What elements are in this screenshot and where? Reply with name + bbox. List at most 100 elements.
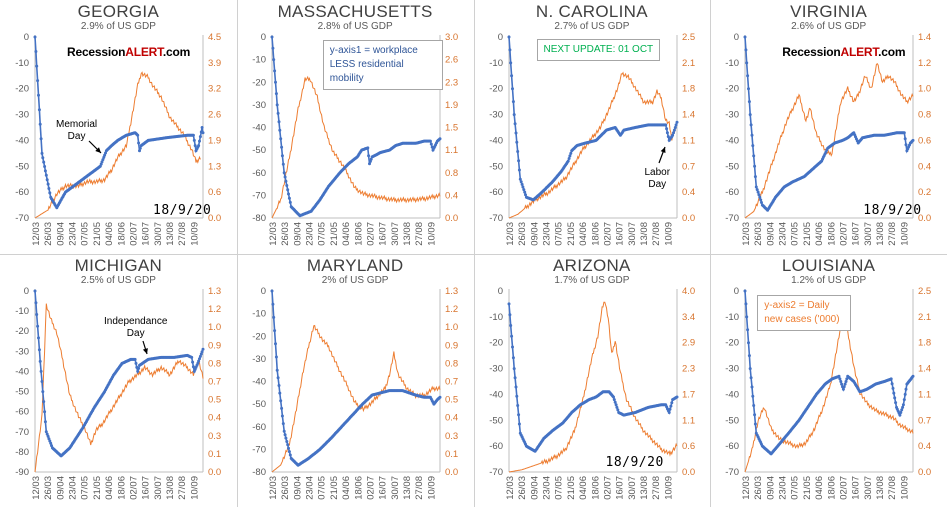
- panel-title: MARYLAND: [306, 255, 404, 275]
- mobility-point: [760, 201, 764, 204]
- mobility-point: [36, 79, 40, 83]
- mobility-point: [276, 375, 280, 379]
- y2-tick-label: 1.4: [918, 363, 931, 374]
- x-tick-label: 10/09: [189, 476, 200, 500]
- x-tick-label: 12/03: [31, 476, 42, 500]
- y2-tick-label: 0.7: [918, 415, 931, 426]
- cases-series-line: [271, 75, 441, 219]
- mobility-point: [47, 187, 51, 190]
- x-tick-label: 10/09: [663, 222, 674, 246]
- y1-tick-label: -40: [726, 135, 740, 146]
- mobility-point: [745, 314, 749, 318]
- mobility-point: [41, 156, 45, 160]
- mobility-point: [197, 359, 201, 363]
- mobility-point: [759, 198, 763, 202]
- x-tick-label: 27/08: [177, 222, 188, 246]
- mobility-point: [39, 369, 43, 373]
- y1-tick-label: -70: [15, 426, 29, 437]
- y2-tick-label: 0.7: [208, 376, 221, 387]
- x-tick-label: 04/06: [341, 476, 352, 500]
- mobility-point: [893, 395, 897, 399]
- mobility-point: [438, 137, 442, 141]
- mobility-point: [668, 407, 671, 411]
- mobility-point: [515, 150, 519, 153]
- x-tick-label: 16/07: [614, 476, 625, 500]
- mobility-point: [612, 397, 616, 401]
- x-tick-label: 23/04: [304, 476, 315, 500]
- y1-tick-label: -60: [489, 187, 503, 198]
- mobility-point: [667, 410, 671, 414]
- mobility-point: [748, 113, 752, 117]
- mobility-point: [286, 192, 290, 196]
- x-tick-label: 26/03: [280, 222, 291, 246]
- mobility-point: [429, 142, 433, 146]
- mobility-point: [138, 149, 141, 153]
- mobility-point: [42, 160, 46, 164]
- y2-tick-label: 0.8: [445, 358, 458, 369]
- mobility-point: [136, 369, 140, 373]
- y1-tick-label: -70: [489, 213, 503, 224]
- y1-tick-label: -70: [252, 444, 266, 455]
- y2-tick-label: 0.0: [208, 467, 221, 478]
- x-tick-label: 04/06: [578, 222, 589, 246]
- mobility-point: [44, 173, 48, 177]
- mobility-point: [284, 179, 288, 183]
- x-tick-label: 18/06: [116, 222, 127, 246]
- mobility-point: [49, 441, 53, 445]
- mobility-point: [567, 157, 571, 160]
- mobility-point: [199, 352, 203, 355]
- x-tick-label: 26/03: [517, 476, 528, 500]
- x-tick-label: 02/07: [839, 476, 850, 500]
- mobility-point: [366, 154, 370, 158]
- mobility-point: [280, 154, 284, 158]
- y2-tick-label: 0.7: [682, 161, 695, 172]
- x-tick-label: 26/03: [43, 222, 54, 246]
- y2-tick-label: 1.2: [208, 304, 221, 315]
- mobility-point: [518, 177, 522, 181]
- x-tick-label: 07/05: [80, 476, 91, 500]
- mobility-point: [664, 127, 668, 131]
- y2-tick-label: 0.6: [682, 441, 695, 452]
- y1-tick-label: -30: [489, 110, 503, 121]
- x-tick-label: 30/07: [390, 476, 401, 500]
- y2-tick-label: 3.4: [682, 311, 695, 322]
- mobility-point: [843, 382, 847, 386]
- y2-tick-label: 2.1: [918, 311, 931, 322]
- x-tick-label: 21/05: [329, 222, 340, 246]
- x-tick-label: 27/08: [414, 476, 425, 500]
- y2-tick-label: 0.9: [445, 340, 458, 351]
- x-tick-label: 07/05: [553, 476, 564, 500]
- mobility-point: [43, 409, 47, 413]
- y1-tick-label: -50: [726, 415, 740, 426]
- mobility-point: [270, 35, 274, 39]
- x-tick-label: 23/04: [304, 222, 315, 246]
- x-tick-label: 02/07: [365, 476, 376, 500]
- mobility-point: [41, 389, 45, 393]
- mobility-point: [508, 61, 512, 65]
- annotation-arrowhead: [660, 147, 665, 153]
- y2-tick-label: 0.3: [208, 430, 221, 441]
- state-panel: MICHIGAN 2.5% of US GDP 0 -10 -20 -30 -40 -50 -6…: [1, 254, 236, 506]
- mobility-point: [271, 315, 275, 319]
- mobility-point: [901, 405, 905, 409]
- mobility-point: [438, 395, 442, 399]
- brand-logo: RecessionALERT.com: [782, 45, 906, 59]
- mobility-point: [611, 395, 615, 398]
- mobility-point: [511, 100, 515, 104]
- panel-title: MASSACHUSETTS: [277, 2, 433, 21]
- cases-series-line: [744, 62, 914, 219]
- mobility-point: [744, 301, 748, 305]
- mobility-point: [891, 386, 895, 390]
- mobility-point: [757, 193, 761, 197]
- y2-tick-label: 1.8: [918, 337, 931, 348]
- mobility-point: [838, 376, 842, 380]
- y2-tick-label: 0.0: [918, 213, 931, 224]
- mobility-point: [137, 141, 141, 145]
- y1-tick-label: -60: [252, 168, 266, 179]
- mobility-point: [514, 394, 518, 398]
- state-panel: MARYLAND 2% of US GDP 0 -10 -20 -30 -40 -50 -60 -…: [237, 254, 473, 506]
- mobility-point: [37, 347, 41, 351]
- y2-tick-label: 3.0: [445, 32, 458, 43]
- x-tick-label: 02/07: [365, 222, 376, 246]
